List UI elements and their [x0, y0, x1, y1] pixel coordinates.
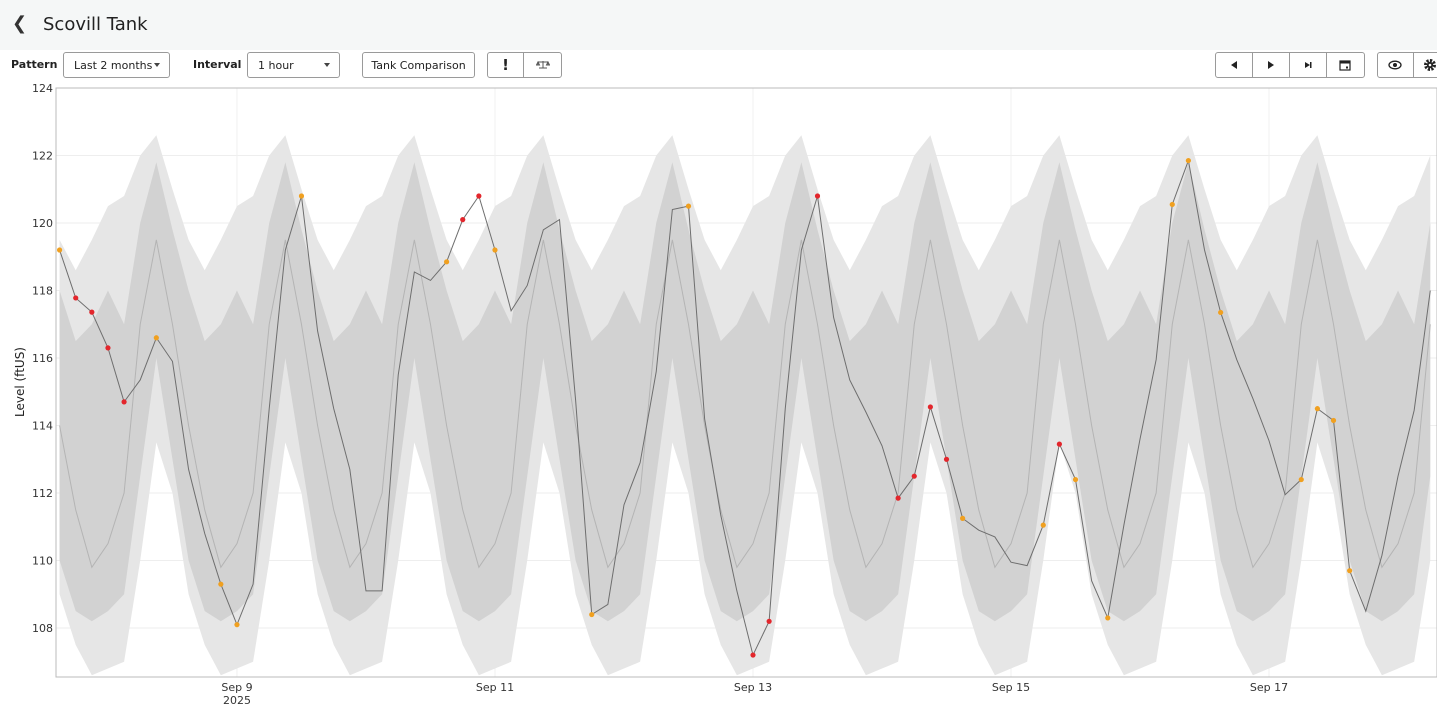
chevron-left-icon[interactable]: ❮: [12, 13, 28, 34]
alarm-marker: [895, 495, 901, 501]
exclamation-icon[interactable]: !: [488, 53, 525, 77]
warn-marker: [1185, 157, 1191, 164]
warn-marker: [1105, 615, 1111, 621]
inner-pattern-band: [59, 162, 1431, 622]
interval-label: Interval: [193, 58, 242, 71]
outer-pattern-band: [59, 135, 1431, 676]
y-tick-label: 116: [32, 352, 53, 365]
interval-value: 1 hour: [258, 58, 294, 72]
alarm-marker: [750, 652, 756, 658]
page-header: ❮ Scovill Tank: [0, 0, 1437, 50]
warn-marker: [218, 581, 224, 587]
view-settings-group: [1377, 52, 1437, 78]
y-axis: 108 110 112 114 116 118 120 122 124: [32, 82, 53, 635]
tank-comparison-button[interactable]: Tank Comparison: [362, 52, 475, 78]
alarm-marker: [814, 193, 821, 199]
eye-icon[interactable]: [1378, 53, 1414, 77]
pattern-label: Pattern: [11, 58, 58, 71]
alarm-marker: [121, 399, 127, 405]
y-tick-label: 122: [32, 150, 53, 163]
warn-marker: [685, 203, 692, 209]
skip-to-end-icon[interactable]: [1290, 53, 1327, 77]
alarm-marker: [105, 345, 111, 351]
warn-marker: [234, 622, 240, 628]
alarm-marker: [911, 473, 917, 479]
x-tick-label: Sep 11: [476, 681, 514, 694]
y-tick-label: 118: [32, 285, 53, 298]
warn-marker: [444, 259, 450, 265]
navigation-group: [1215, 52, 1365, 78]
alarm-marker: [460, 217, 466, 223]
interval-select[interactable]: 1 hour: [247, 52, 340, 78]
alarm-marker: [1056, 441, 1062, 447]
warn-marker: [1314, 406, 1320, 412]
y-axis-label: Level (ftUS): [13, 347, 27, 417]
warn-marker: [56, 247, 63, 253]
calendar-icon[interactable]: [1327, 53, 1364, 77]
warn-marker: [589, 611, 595, 618]
pattern-value: Last 2 months: [74, 58, 153, 72]
warn-marker: [1072, 476, 1079, 483]
x-tick-label: Sep 15: [992, 681, 1030, 694]
y-tick-label: 120: [32, 217, 53, 230]
flag-markers: [56, 157, 1353, 658]
warn-marker: [492, 247, 498, 253]
warn-marker: [1040, 522, 1046, 528]
alarm-marker: [927, 404, 933, 410]
x-tick-label: Sep 9: [221, 681, 252, 694]
warn-marker: [298, 193, 305, 199]
previous-icon[interactable]: [1216, 53, 1253, 77]
x-tick-label: Sep 13: [734, 681, 772, 694]
y-tick-label: 114: [32, 420, 53, 433]
balance-scale-icon[interactable]: [524, 53, 561, 77]
x-tick-year: 2025: [223, 694, 251, 707]
warn-marker: [1347, 568, 1353, 574]
plot-frame: [55, 87, 1437, 678]
alarm-marker: [943, 456, 950, 462]
alarm-marker: [766, 618, 772, 624]
alarm-marker: [89, 309, 95, 315]
warn-marker: [1218, 309, 1224, 316]
warn-marker: [153, 335, 159, 341]
warn-marker: [1169, 201, 1175, 208]
pattern-median-line: [59, 239, 1431, 569]
play-icon[interactable]: [1253, 53, 1291, 77]
caret-down-icon: [154, 63, 160, 67]
y-tick-label: 112: [32, 487, 53, 500]
caret-down-icon: [324, 63, 330, 67]
grid: [56, 87, 1437, 677]
alarm-marker: [476, 193, 482, 199]
warn-marker: [1330, 417, 1337, 424]
gear-icon[interactable]: [1414, 53, 1437, 77]
y-tick-label: 108: [32, 622, 53, 635]
alarm-marker: [73, 295, 79, 301]
warn-marker: [1298, 476, 1304, 483]
x-tick-label: Sep 17: [1250, 681, 1288, 694]
pattern-select[interactable]: Last 2 months: [63, 52, 170, 78]
page-title: Scovill Tank: [43, 14, 148, 35]
level-line: [59, 158, 1431, 657]
y-tick-label: 124: [32, 82, 53, 95]
y-tick-label: 110: [32, 555, 53, 568]
alert-tools-group: !: [487, 52, 562, 78]
warn-marker: [960, 515, 966, 521]
